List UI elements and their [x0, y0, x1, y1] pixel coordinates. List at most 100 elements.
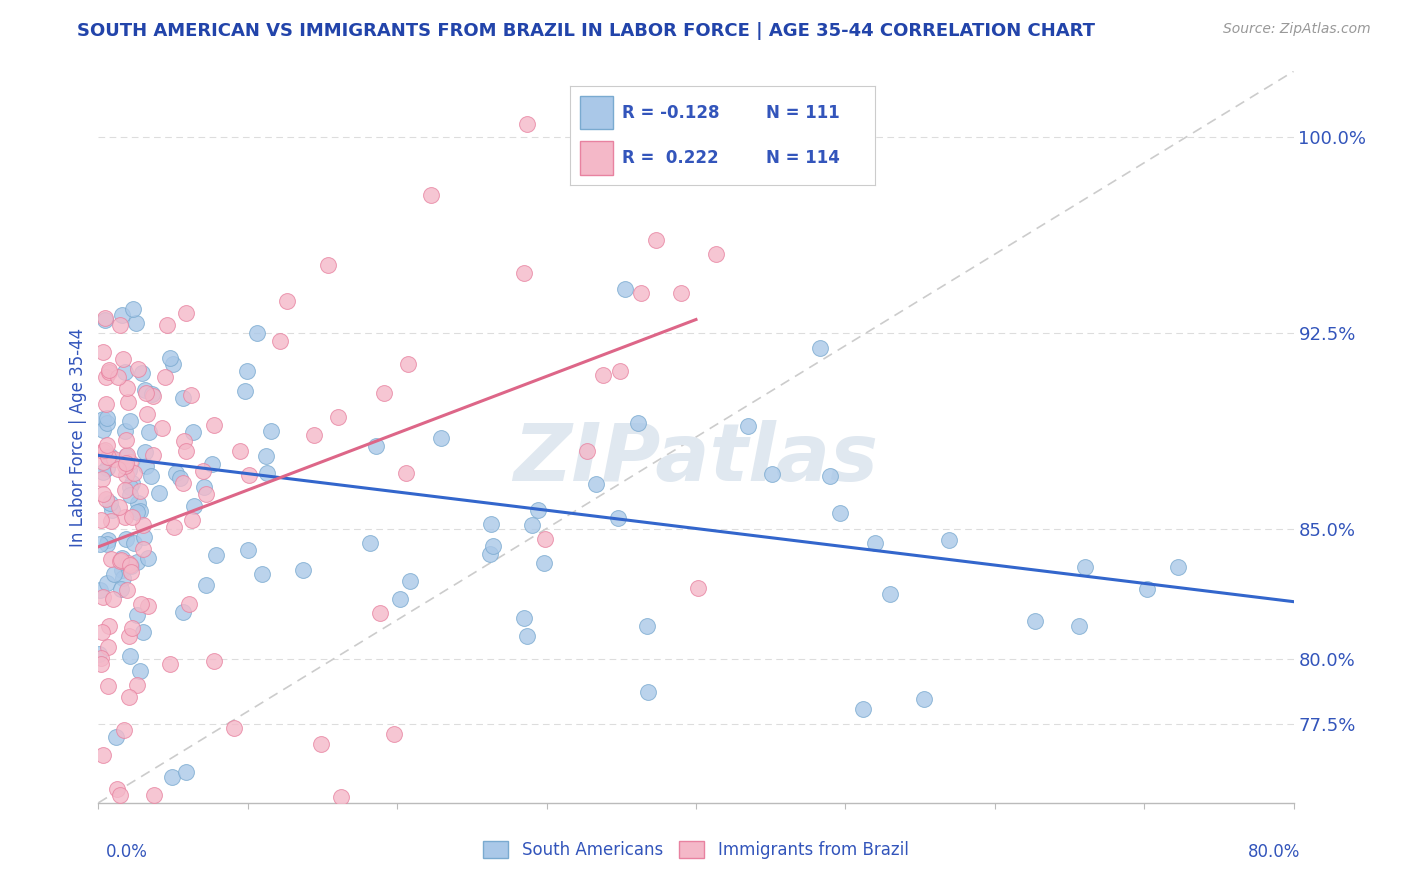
- Point: [329, 789, 352, 804]
- Point: [256, 467, 278, 481]
- Point: [127, 362, 149, 376]
- Point: [97, 679, 120, 693]
- Point: [132, 541, 155, 556]
- Point: [118, 454, 141, 468]
- Point: [120, 558, 142, 573]
- Point: [120, 565, 142, 579]
- Point: [91, 624, 114, 639]
- Point: [172, 476, 194, 491]
- Point: [91, 466, 114, 480]
- Point: [1167, 559, 1189, 574]
- Point: [121, 475, 143, 490]
- Point: [128, 504, 150, 518]
- Point: [309, 737, 332, 751]
- Point: [1024, 614, 1046, 628]
- Point: [585, 476, 607, 491]
- Point: [181, 425, 204, 439]
- Point: [91, 344, 114, 359]
- Point: [136, 407, 159, 421]
- Point: [118, 648, 141, 663]
- Point: [91, 810, 114, 824]
- Point: [117, 394, 139, 409]
- Point: [112, 723, 135, 737]
- Point: [863, 535, 886, 549]
- Point: [153, 369, 176, 384]
- Point: [103, 566, 125, 581]
- Point: [135, 458, 157, 473]
- Point: [388, 591, 411, 606]
- Point: [101, 835, 124, 849]
- Point: [114, 458, 136, 473]
- Point: [222, 722, 245, 736]
- Point: [114, 483, 136, 498]
- Point: [204, 548, 226, 562]
- Point: [117, 381, 139, 395]
- Point: [194, 486, 217, 500]
- Point: [94, 491, 117, 506]
- Point: [627, 416, 650, 430]
- Text: ZIPatlas: ZIPatlas: [513, 420, 879, 498]
- Point: [91, 411, 114, 425]
- Point: [91, 486, 114, 500]
- Point: [111, 351, 134, 366]
- Point: [115, 450, 138, 464]
- Text: SOUTH AMERICAN VS IMMIGRANTS FROM BRAZIL IN LABOR FORCE | AGE 35-44 CORRELATION : SOUTH AMERICAN VS IMMIGRANTS FROM BRAZIL…: [77, 22, 1095, 40]
- Point: [141, 386, 163, 401]
- Point: [250, 567, 273, 582]
- Point: [97, 450, 120, 465]
- Point: [645, 233, 668, 247]
- Point: [100, 552, 122, 566]
- Point: [94, 397, 117, 411]
- Point: [516, 629, 538, 643]
- Point: [111, 308, 134, 322]
- Point: [94, 369, 117, 384]
- Point: [1067, 618, 1090, 632]
- Point: [478, 547, 501, 561]
- Point: [98, 449, 121, 463]
- Point: [195, 578, 218, 592]
- Point: [576, 444, 599, 458]
- Point: [125, 505, 148, 519]
- Point: [127, 678, 149, 692]
- Point: [100, 514, 122, 528]
- Point: [180, 513, 202, 527]
- Point: [235, 364, 257, 378]
- Point: [129, 597, 152, 611]
- Point: [118, 629, 141, 643]
- Point: [120, 488, 142, 502]
- Point: [516, 117, 538, 131]
- Point: [129, 665, 152, 679]
- Point: [101, 592, 124, 607]
- Point: [148, 486, 170, 500]
- Y-axis label: In Labor Force | Age 35-44: In Labor Force | Age 35-44: [69, 327, 87, 547]
- Point: [91, 423, 114, 437]
- Point: [122, 467, 145, 481]
- Point: [107, 369, 129, 384]
- Point: [637, 685, 659, 699]
- Point: [191, 464, 214, 478]
- Point: [430, 431, 453, 445]
- Point: [630, 285, 652, 300]
- Point: [852, 701, 875, 715]
- Point: [879, 587, 901, 601]
- Point: [328, 409, 350, 424]
- Point: [96, 576, 118, 591]
- Point: [818, 469, 841, 483]
- Point: [97, 533, 120, 548]
- Point: [396, 357, 419, 371]
- Point: [156, 318, 179, 332]
- Point: [276, 293, 298, 308]
- Point: [110, 582, 132, 596]
- Point: [91, 444, 114, 458]
- Point: [316, 258, 339, 272]
- Point: [270, 334, 292, 349]
- Point: [163, 520, 186, 534]
- Point: [108, 500, 131, 515]
- Point: [149, 827, 172, 841]
- Point: [90, 657, 112, 671]
- Point: [98, 496, 121, 510]
- Point: [607, 511, 630, 525]
- Point: [136, 599, 159, 614]
- Point: [304, 428, 326, 442]
- Point: [120, 558, 142, 573]
